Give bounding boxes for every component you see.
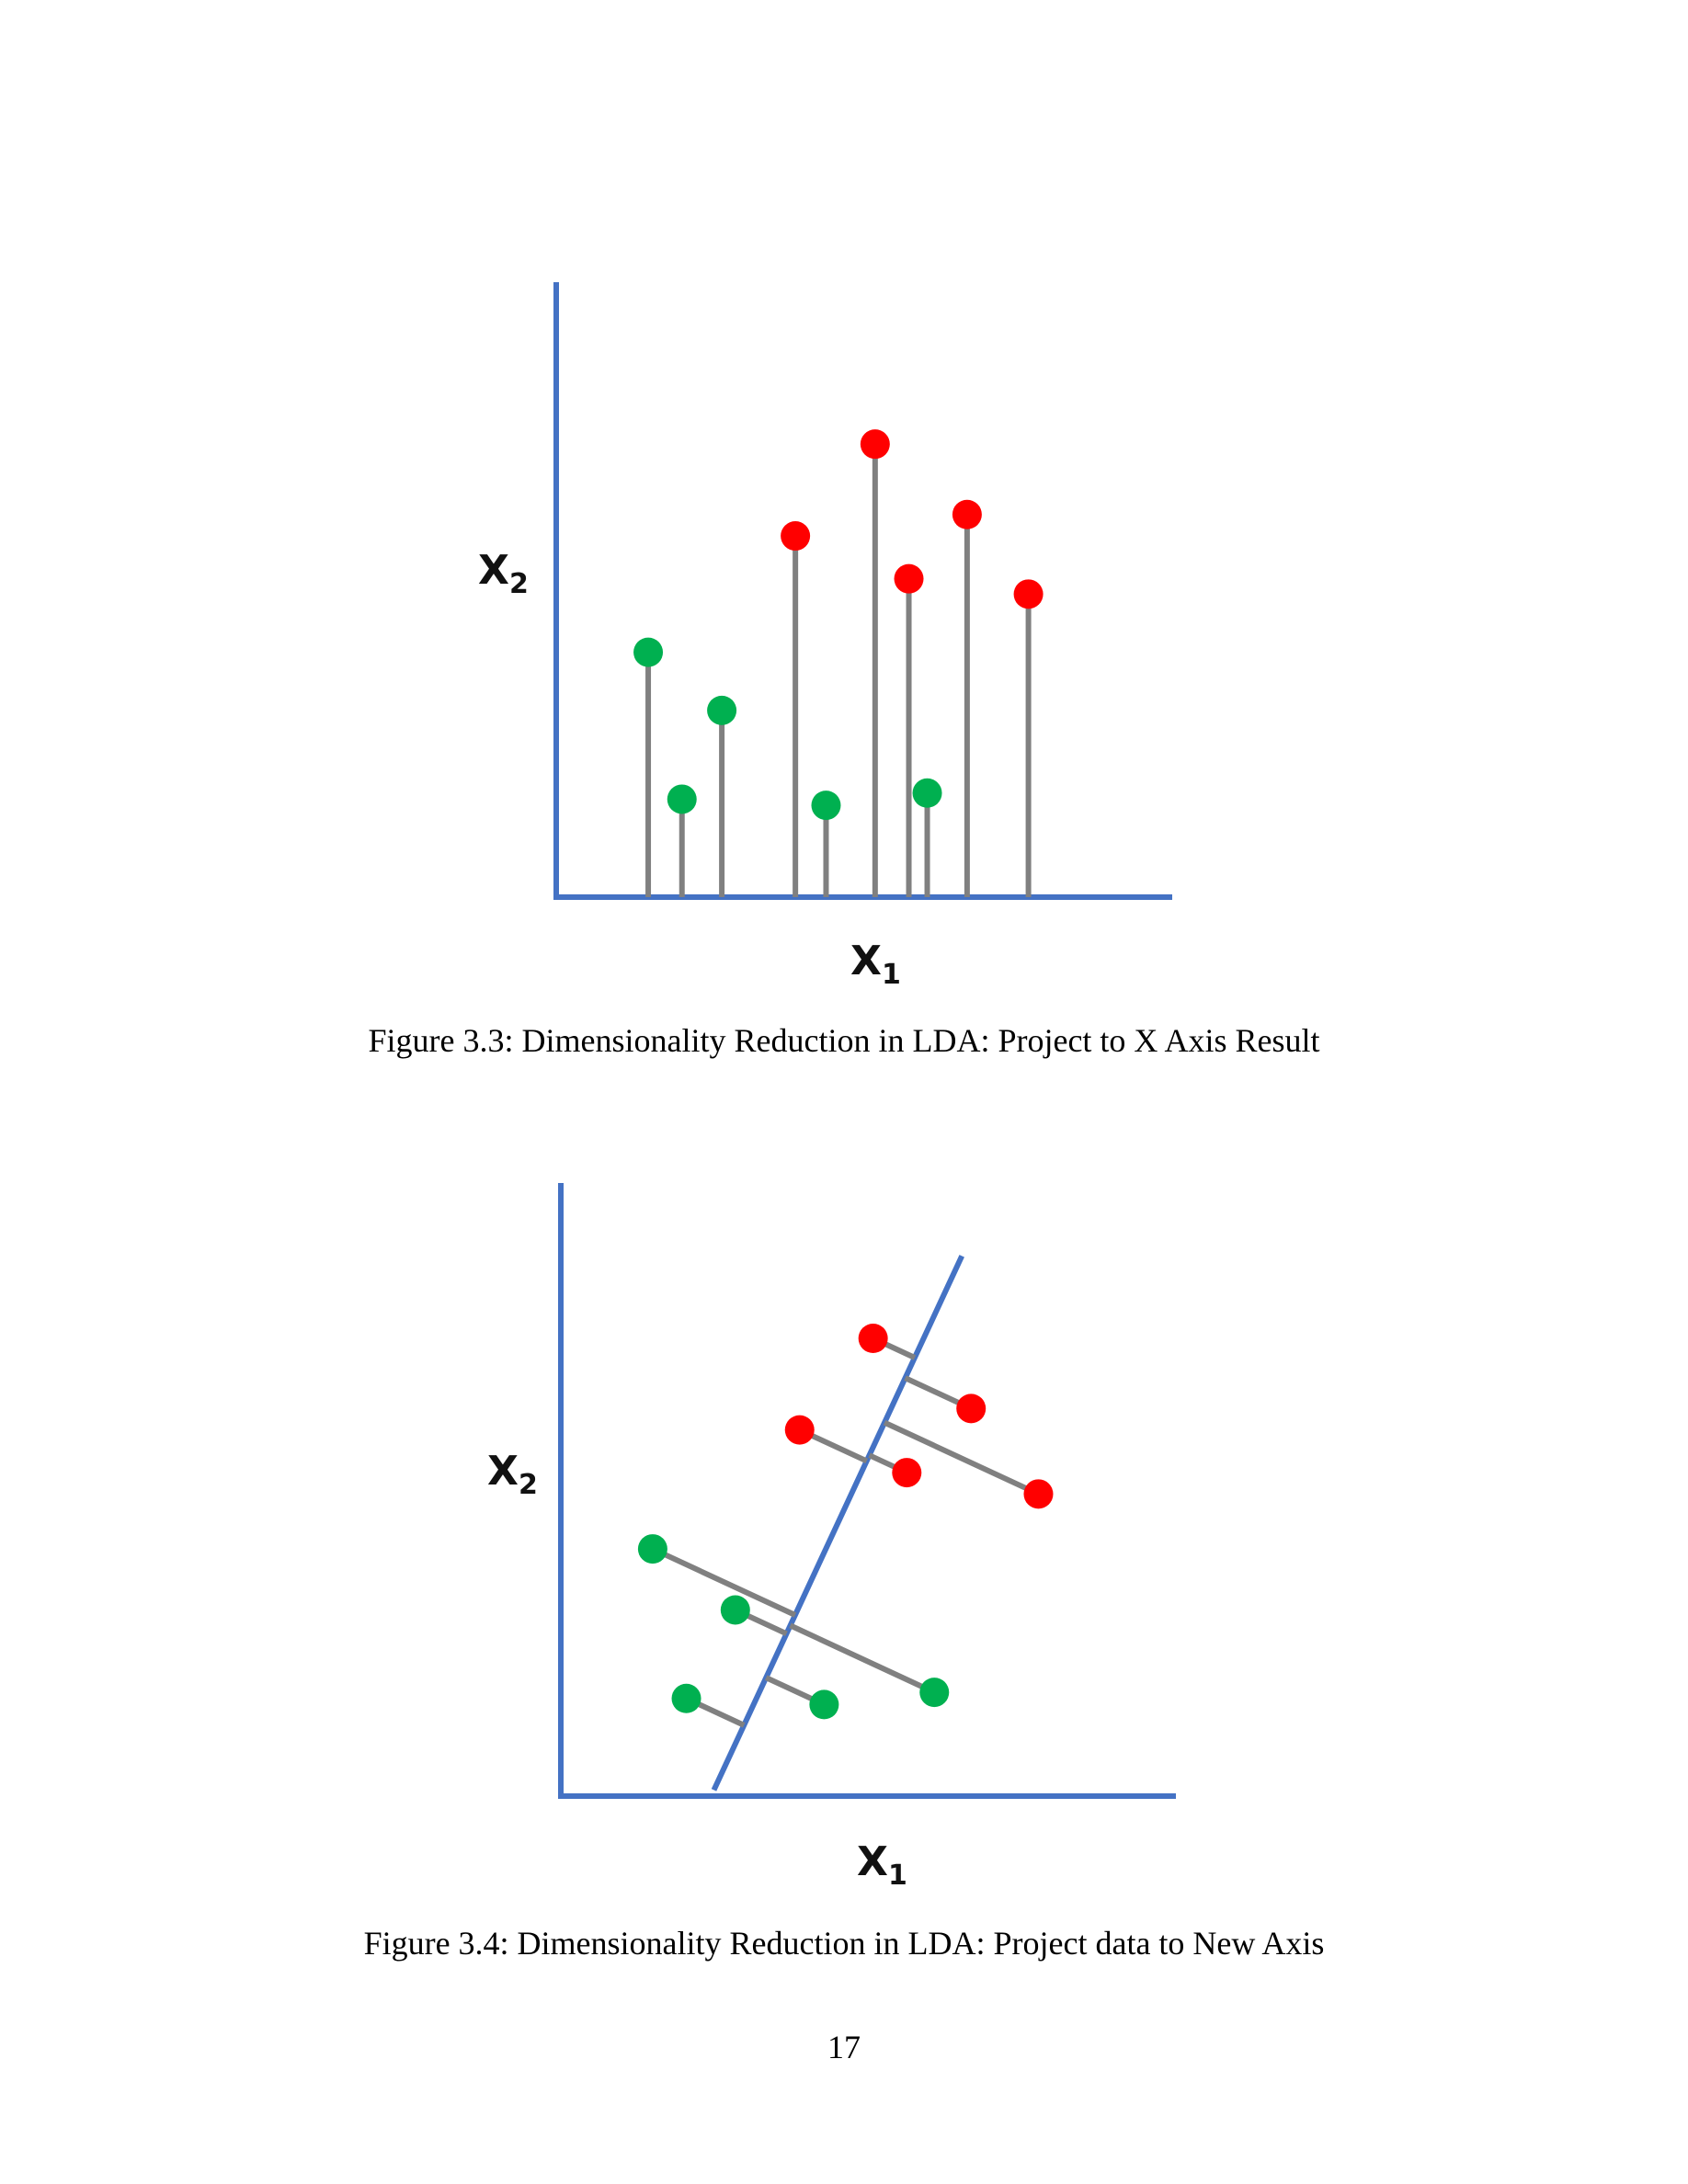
red-point — [894, 563, 924, 594]
green-point — [671, 1683, 701, 1713]
new-axis-line — [711, 1255, 964, 1792]
figure-caption: Figure 3.4: Dimensionality Reduction in … — [363, 1925, 1325, 1962]
red-point — [784, 1415, 815, 1445]
y-axis-label: X2 — [478, 547, 529, 600]
y-axis-label: X2 — [487, 1448, 538, 1501]
green-point — [707, 695, 737, 725]
green-point — [811, 791, 841, 821]
x-axis-label: X1 — [857, 1838, 907, 1892]
chart-projection-x-axis: X2 X1 — [478, 282, 1172, 991]
page-number: 17 — [827, 2029, 861, 2065]
green-point — [667, 784, 697, 814]
green-point — [720, 1595, 750, 1625]
red-point — [952, 499, 982, 529]
projection-line — [789, 1622, 936, 1695]
green-point — [637, 1534, 667, 1564]
red-point — [860, 429, 890, 460]
green-point — [919, 1678, 950, 1708]
green-point — [633, 637, 664, 667]
red-point — [892, 1458, 922, 1488]
x-axis-label: X1 — [850, 938, 901, 991]
red-point — [858, 1324, 888, 1353]
green-point — [809, 1689, 839, 1720]
figure-caption: Figure 3.3: Dimensionality Reduction in … — [368, 1022, 1320, 1059]
red-point — [956, 1393, 987, 1424]
red-point — [781, 521, 811, 552]
red-point — [1013, 579, 1044, 609]
projection-line — [883, 1419, 1040, 1497]
red-point — [1023, 1479, 1054, 1509]
chart-projection-new-axis: X2 X1 — [487, 1183, 1176, 1892]
green-point — [912, 778, 942, 808]
projection-line — [651, 1546, 797, 1618]
